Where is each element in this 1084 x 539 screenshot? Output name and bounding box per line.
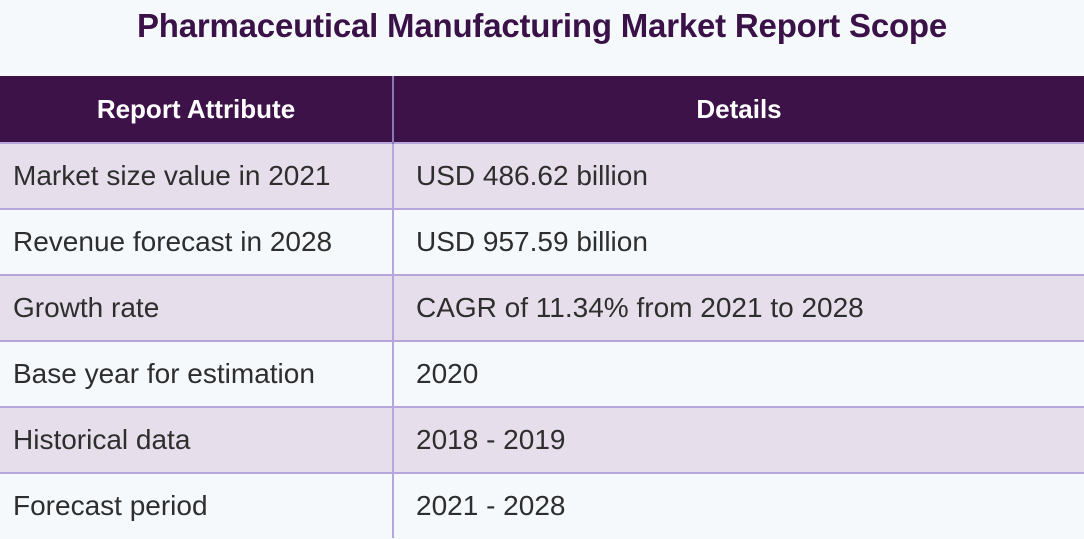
- row-details: 2021 - 2028: [393, 472, 1084, 538]
- row-attribute: Growth rate: [0, 274, 394, 341]
- table-row: Base year for estimation 2020: [0, 340, 1084, 407]
- table-row: Revenue forecast in 2028 USD 957.59 bill…: [0, 208, 1084, 275]
- row-details: USD 486.62 billion: [393, 142, 1084, 209]
- header-report-attribute: Report Attribute: [0, 76, 394, 143]
- row-attribute: Revenue forecast in 2028: [0, 208, 394, 275]
- table-row: Market size value in 2021 USD 486.62 bil…: [0, 142, 1084, 209]
- row-attribute: Market size value in 2021: [0, 142, 394, 209]
- table-row: Historical data 2018 - 2019: [0, 406, 1084, 473]
- row-details: 2020: [393, 340, 1084, 407]
- row-attribute: Historical data: [0, 406, 394, 473]
- table-row: Forecast period 2021 - 2028: [0, 472, 1084, 538]
- row-details: USD 957.59 billion: [393, 208, 1084, 275]
- row-attribute: Forecast period: [0, 472, 394, 538]
- table-row: Growth rate CAGR of 11.34% from 2021 to …: [0, 274, 1084, 341]
- table-header-row: Report Attribute Details: [0, 76, 1084, 143]
- report-scope-table: Report Attribute Details Market size val…: [0, 76, 1084, 538]
- page-title: Pharmaceutical Manufacturing Market Repo…: [136, 7, 948, 44]
- header-details: Details: [393, 76, 1084, 143]
- row-details: 2018 - 2019: [393, 406, 1084, 473]
- row-attribute: Base year for estimation: [0, 340, 394, 407]
- row-details: CAGR of 11.34% from 2021 to 2028: [393, 274, 1084, 341]
